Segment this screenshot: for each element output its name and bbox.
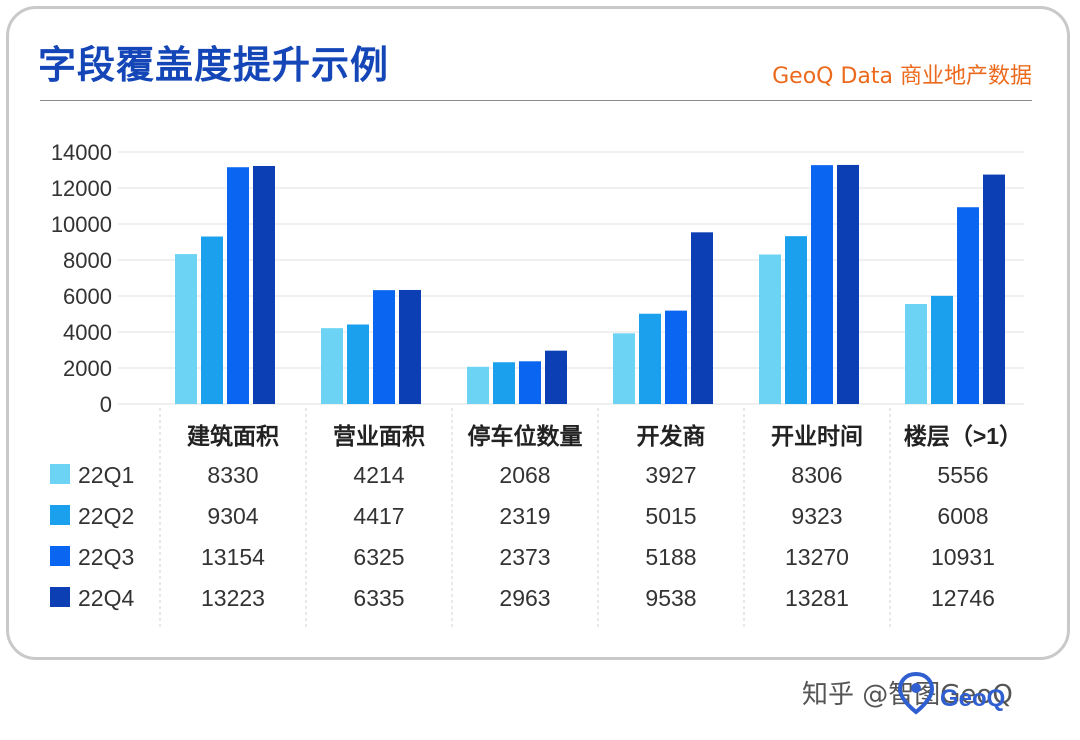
legend-label: 22Q4 [78,585,134,611]
data-label: 2963 [499,585,550,611]
svg-text:GeoQ: GeoQ [940,685,1005,712]
bar [983,174,1005,404]
legend-swatch [50,464,70,484]
title-divider [40,100,1032,101]
bar [691,232,713,404]
geoq-logo-icon: GeoQ [897,671,1005,715]
bar [175,254,197,404]
y-tick-label: 10000 [51,212,112,237]
legend-swatch [50,587,70,607]
data-label: 13223 [201,585,265,611]
bar [373,290,395,404]
y-tick-label: 12000 [51,176,112,201]
data-label: 6335 [353,585,404,611]
brand-label: GeoQ Data 商业地产数据 [772,64,1032,89]
data-label: 4417 [353,503,404,529]
data-label: 2373 [499,544,550,570]
bar [785,236,807,404]
data-label: 6008 [937,503,988,529]
data-label: 8330 [207,462,258,488]
data-label: 2068 [499,462,550,488]
bar [467,366,489,404]
data-label: 5188 [645,544,696,570]
category-label: 开发商 [637,423,706,449]
data-label: 9538 [645,585,696,611]
category-label: 建筑面积 [187,423,279,449]
bar [545,350,567,404]
legend-label: 22Q3 [78,544,134,570]
y-tick-label: 0 [100,392,112,417]
bar [665,310,687,404]
category-label: 楼层（>1） [904,423,1022,449]
data-label: 13270 [785,544,849,570]
bar [905,303,927,404]
category-label: 营业面积 [333,423,425,449]
bar [519,361,541,404]
data-label: 4214 [353,462,404,488]
data-label: 13281 [785,585,849,611]
bar [613,333,635,404]
legend-label: 22Q2 [78,503,134,529]
y-tick-label: 6000 [63,284,112,309]
data-label: 13154 [201,544,265,570]
bar [811,165,833,404]
bar [321,328,343,404]
bar [227,167,249,404]
page-title: 字段覆盖度提升示例 [38,43,390,87]
data-label: 10931 [931,544,995,570]
bar [253,165,275,404]
bar [759,254,781,404]
data-label: 3927 [645,462,696,488]
category-label: 停车位数量 [468,423,583,449]
bar [399,289,421,404]
y-tick-label: 8000 [63,248,112,273]
data-label: 12746 [931,585,995,611]
legend-swatch [50,505,70,525]
bar [931,295,953,404]
legend-label: 22Q1 [78,462,134,488]
data-label: 9304 [207,503,258,529]
y-tick-label: 2000 [63,356,112,381]
legend-swatch [50,546,70,566]
bar [493,362,515,404]
data-label: 2319 [499,503,550,529]
y-tick-label: 14000 [51,140,112,165]
data-label: 5556 [937,462,988,488]
data-label: 9323 [791,503,842,529]
bar [639,313,661,404]
bar [201,236,223,404]
data-label: 5015 [645,503,696,529]
category-label: 开业时间 [771,423,863,449]
data-label: 6325 [353,544,404,570]
bar [347,324,369,404]
bar [957,207,979,404]
y-tick-label: 4000 [63,320,112,345]
data-label: 8306 [791,462,842,488]
bar [837,164,859,404]
